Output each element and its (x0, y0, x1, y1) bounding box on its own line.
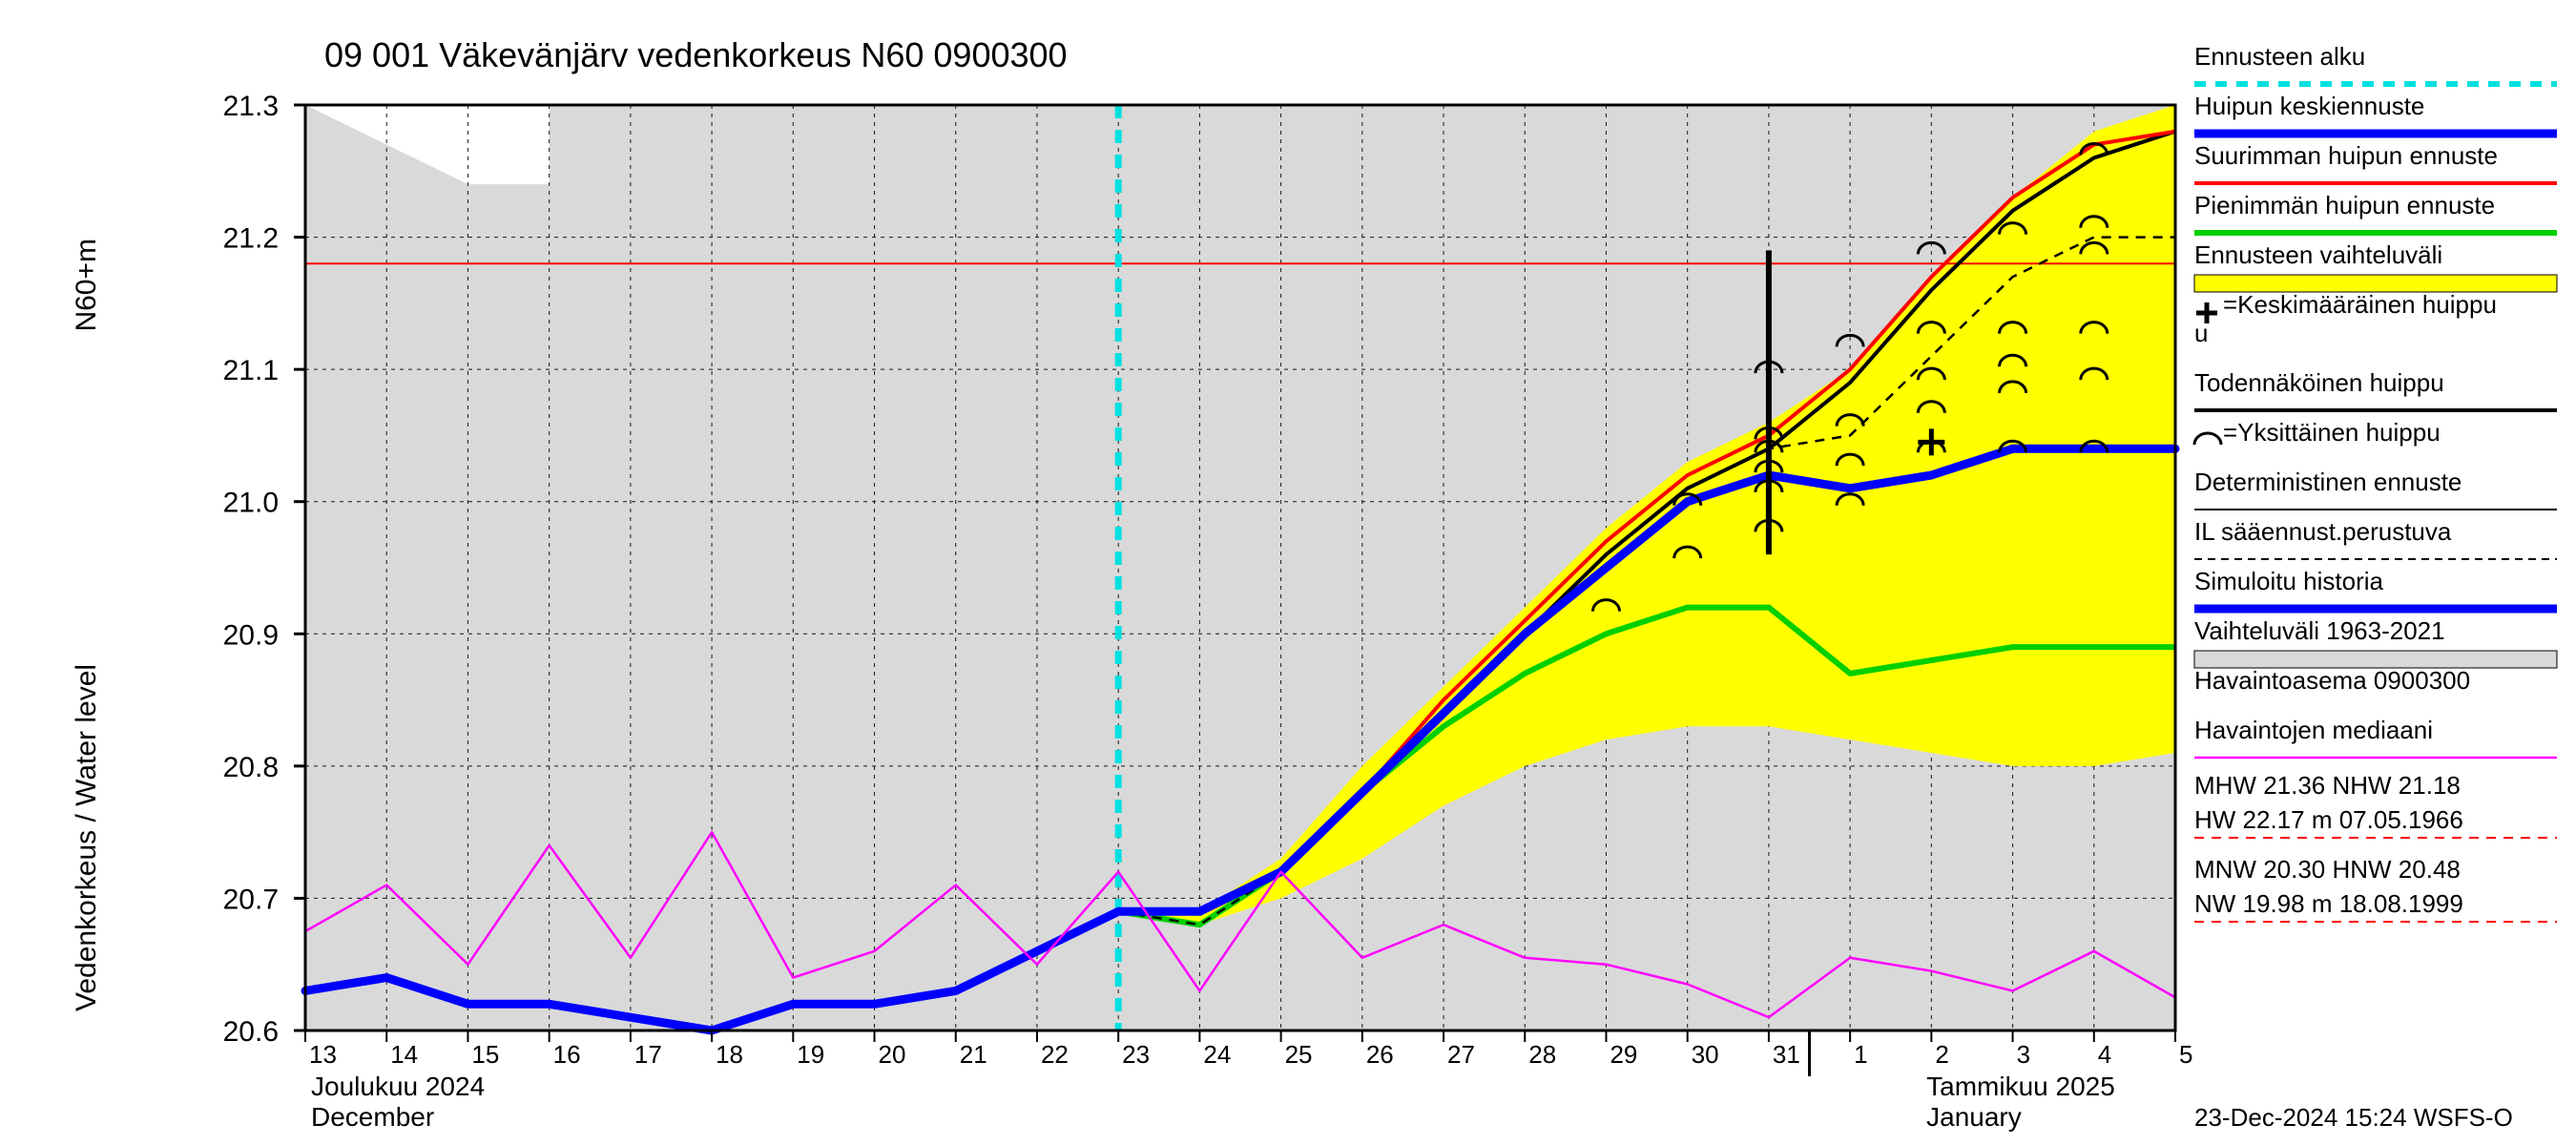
svg-text:25: 25 (1285, 1040, 1313, 1069)
svg-text:18: 18 (716, 1040, 743, 1069)
svg-text:Ennusteen vaihteluväli: Ennusteen vaihteluväli (2194, 240, 2442, 269)
svg-text:1: 1 (1854, 1040, 1867, 1069)
svg-text:MHW 21.36 NHW 21.18: MHW 21.36 NHW 21.18 (2194, 771, 2461, 800)
svg-text:31: 31 (1773, 1040, 1800, 1069)
svg-text:21: 21 (960, 1040, 987, 1069)
svg-text:=Keskimääräinen huippu: =Keskimääräinen huippu (2223, 290, 2497, 319)
svg-text:20.6: 20.6 (223, 1016, 279, 1048)
svg-text:2: 2 (1935, 1040, 1948, 1069)
svg-text:Joulukuu 2024: Joulukuu 2024 (311, 1072, 485, 1101)
svg-text:MNW 20.30 HNW 20.48: MNW 20.30 HNW 20.48 (2194, 855, 2461, 884)
svg-text:14: 14 (390, 1040, 418, 1069)
svg-text:26: 26 (1366, 1040, 1394, 1069)
svg-text:Deterministinen ennuste: Deterministinen ennuste (2194, 468, 2462, 496)
svg-text:Vaihteluväli 1963-2021: Vaihteluväli 1963-2021 (2194, 616, 2445, 645)
svg-text:=Yksittäinen huippu: =Yksittäinen huippu (2223, 418, 2441, 447)
svg-text:Havaintoasema 0900300: Havaintoasema 0900300 (2194, 666, 2470, 695)
svg-text:21.0: 21.0 (223, 488, 279, 519)
svg-text:22: 22 (1041, 1040, 1069, 1069)
chart-svg: 09 001 Väkevänjärv vedenkorkeus N60 0900… (0, 0, 2576, 1145)
svg-text:Ennusteen alku: Ennusteen alku (2194, 42, 2365, 71)
svg-text:27: 27 (1447, 1040, 1475, 1069)
svg-text:19: 19 (797, 1040, 824, 1069)
svg-text:17: 17 (634, 1040, 662, 1069)
svg-text:23: 23 (1122, 1040, 1150, 1069)
svg-text:Tammikuu 2025: Tammikuu 2025 (1926, 1072, 2115, 1101)
svg-text:December: December (311, 1102, 434, 1132)
svg-text:NW 19.98 m 18.08.1999: NW 19.98 m 18.08.1999 (2194, 889, 2463, 918)
svg-text:IL sääennust.perustuva: IL sääennust.perustuva (2194, 517, 2452, 546)
svg-text:13: 13 (309, 1040, 337, 1069)
svg-text:30: 30 (1692, 1040, 1719, 1069)
svg-text:20.7: 20.7 (223, 884, 279, 915)
svg-text:Pienimmän huipun ennuste: Pienimmän huipun ennuste (2194, 191, 2495, 219)
svg-text:Suurimman huipun ennuste: Suurimman huipun ennuste (2194, 141, 2498, 170)
footer-timestamp: 23-Dec-2024 15:24 WSFS-O (2194, 1103, 2513, 1132)
svg-text:29: 29 (1610, 1040, 1637, 1069)
svg-text:4: 4 (2098, 1040, 2111, 1069)
chart-title: 09 001 Väkevänjärv vedenkorkeus N60 0900… (324, 35, 1068, 74)
svg-text:5: 5 (2179, 1040, 2192, 1069)
svg-text:HW 22.17 m 07.05.1966: HW 22.17 m 07.05.1966 (2194, 805, 2463, 834)
svg-text:January: January (1926, 1102, 2022, 1132)
svg-text:20: 20 (879, 1040, 906, 1069)
svg-text:15: 15 (471, 1040, 499, 1069)
svg-text:20.9: 20.9 (223, 619, 279, 651)
svg-text:Simuloitu historia: Simuloitu historia (2194, 567, 2384, 595)
svg-text:Todennäköinen huippu: Todennäköinen huippu (2194, 368, 2444, 397)
svg-text:21.2: 21.2 (223, 223, 279, 255)
svg-text:24: 24 (1203, 1040, 1231, 1069)
svg-text:Havaintojen mediaani: Havaintojen mediaani (2194, 716, 2433, 744)
svg-text:16: 16 (553, 1040, 581, 1069)
svg-text:28: 28 (1528, 1040, 1556, 1069)
svg-text:20.8: 20.8 (223, 752, 279, 783)
svg-text:u: u (2194, 319, 2208, 347)
svg-text:Huipun keskiennuste: Huipun keskiennuste (2194, 92, 2424, 120)
svg-text:3: 3 (2017, 1040, 2030, 1069)
svg-text:21.3: 21.3 (223, 91, 279, 122)
chart-container: 09 001 Väkevänjärv vedenkorkeus N60 0900… (0, 0, 2576, 1145)
svg-text:21.1: 21.1 (223, 355, 279, 386)
svg-text:N60+m: N60+m (71, 239, 102, 332)
svg-text:Vedenkorkeus / Water level: Vedenkorkeus / Water level (71, 664, 102, 1011)
